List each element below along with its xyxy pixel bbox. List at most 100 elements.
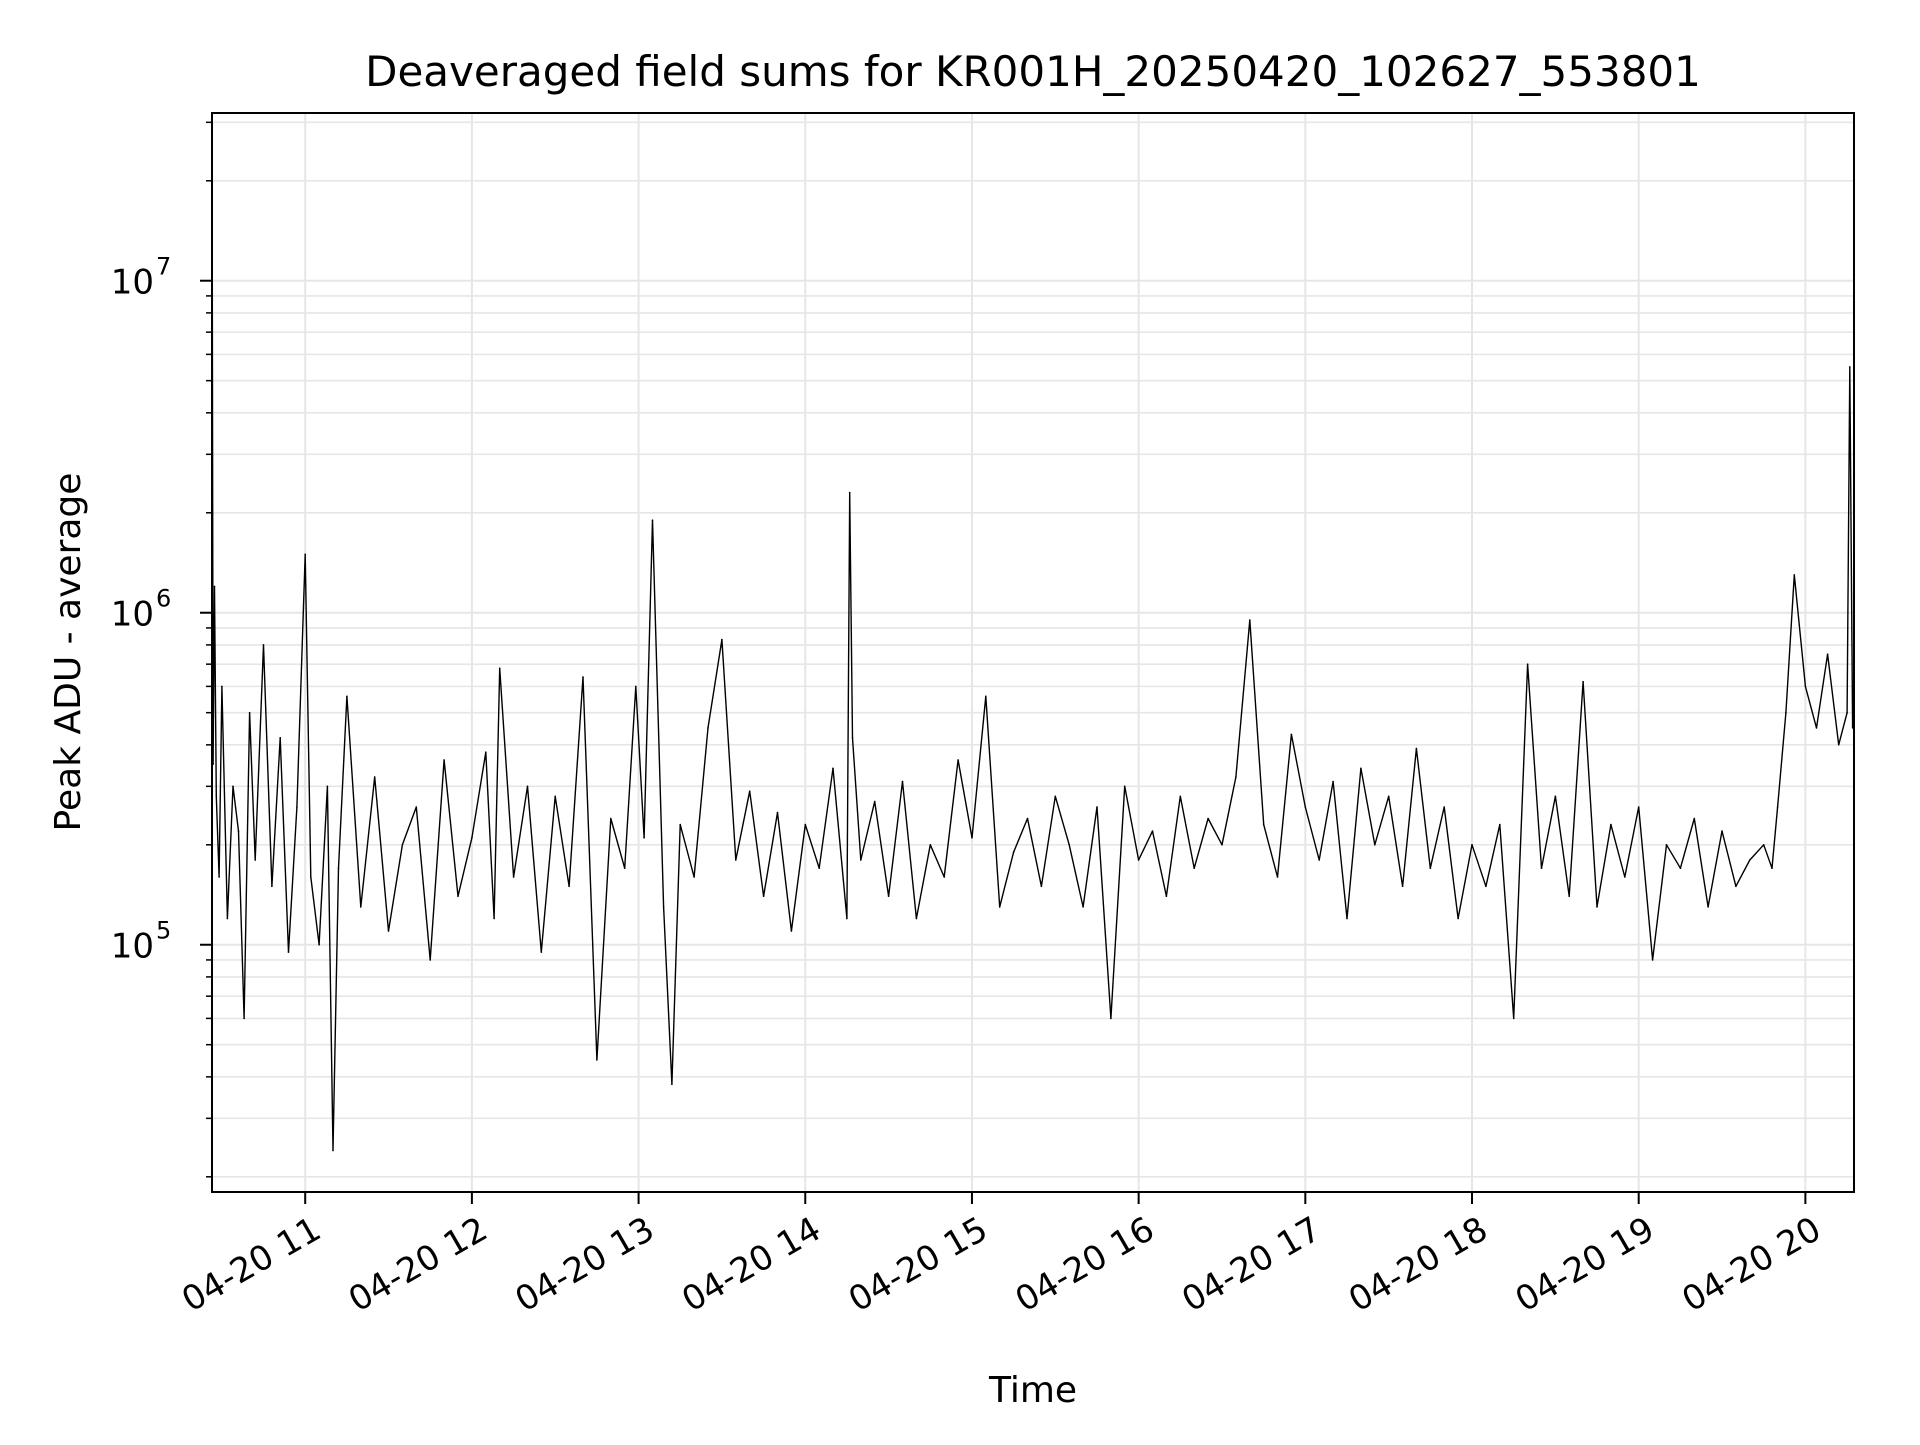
data-point: [1387, 795, 1390, 798]
data-point: [790, 930, 793, 932]
data-point: [1771, 867, 1773, 869]
data-point: [457, 895, 459, 897]
data-point: [213, 585, 216, 588]
data-point: [373, 776, 376, 778]
data-point: [915, 917, 918, 920]
data-point: [748, 790, 751, 792]
data-point: [1471, 844, 1473, 846]
data-point: [693, 876, 695, 878]
data-point: [1735, 885, 1737, 888]
data-point: [1221, 844, 1223, 846]
data-point: [1193, 867, 1195, 869]
data-point: [254, 859, 256, 861]
data-point: [957, 759, 959, 761]
data-point: [296, 806, 298, 808]
y-tick-label: 10 6: [111, 585, 172, 635]
data-point: [818, 867, 820, 869]
data-point: [1318, 859, 1320, 861]
data-point: [1276, 876, 1279, 878]
data-point: [218, 876, 220, 878]
y-tick-base: 10: [111, 595, 154, 635]
y-tick-exponent: 7: [156, 253, 171, 281]
data-point: [929, 844, 932, 846]
data-point: [860, 859, 862, 861]
data-point: [1123, 785, 1126, 788]
data-point: [1304, 806, 1307, 808]
data-point: [1110, 1017, 1112, 1020]
data-point: [1568, 895, 1570, 897]
data-point: [471, 837, 473, 839]
data-point: [1165, 895, 1168, 897]
data-point: [1012, 851, 1015, 853]
data-point: [1624, 876, 1626, 878]
data-point: [1485, 885, 1487, 888]
data-point: [221, 685, 223, 688]
data-point: [662, 906, 665, 908]
data-point: [243, 1017, 245, 1020]
data-point: [998, 906, 1001, 908]
y-tick-exponent: 6: [156, 585, 171, 613]
y-tick-exponent: 5: [156, 917, 171, 945]
data-point: [1651, 959, 1654, 961]
data-point: [943, 876, 945, 878]
data-point: [1582, 680, 1584, 683]
series-line-layer: [211, 159, 1854, 1152]
data-point: [387, 930, 390, 932]
data-point: [887, 895, 890, 897]
data-point: [237, 830, 240, 832]
data-point: [1137, 859, 1140, 861]
data-point: [1776, 806, 1779, 808]
data-point: [721, 638, 723, 641]
data-point: [1401, 885, 1404, 888]
data-point: [568, 885, 570, 888]
data-point: [1249, 619, 1251, 621]
data-point: [215, 795, 218, 798]
data-point: [1846, 711, 1848, 714]
data-point: [1443, 806, 1445, 808]
data-point: [1235, 776, 1237, 778]
data-point: [493, 917, 495, 920]
data-point: [635, 685, 637, 688]
data-point: [851, 737, 854, 739]
data-point: [226, 917, 229, 920]
data-point: [262, 644, 265, 646]
data-point: [1068, 844, 1070, 846]
data-point: [1207, 817, 1209, 820]
data-point: [971, 837, 973, 839]
data-point: [1851, 727, 1854, 729]
data-point: [846, 917, 848, 920]
data-point: [1793, 574, 1796, 576]
data-point: [1749, 859, 1751, 861]
y-tick-label: 10 5: [111, 917, 172, 967]
data-point: [671, 1083, 673, 1086]
data-point: [1526, 663, 1529, 665]
data-point: [415, 806, 418, 808]
chart-title: Deaveraged field sums for KR001H_2025042…: [365, 47, 1701, 96]
data-point: [540, 951, 543, 953]
data-point: [1826, 653, 1829, 655]
data-point: [1554, 795, 1557, 798]
x-axis-label: Time: [988, 1370, 1077, 1411]
data-point: [848, 491, 851, 494]
data-point: [498, 667, 501, 670]
data-point: [429, 959, 432, 961]
data-point: [1637, 806, 1640, 808]
data-point: [679, 823, 681, 826]
data-point: [1785, 711, 1787, 714]
data-point: [485, 751, 487, 753]
data-point: [1457, 917, 1459, 920]
data-point: [1762, 844, 1765, 846]
data-point: [1693, 817, 1696, 820]
data-point: [554, 795, 556, 798]
data-point: [1346, 917, 1348, 920]
data-point: [1707, 906, 1709, 908]
data-point: [337, 867, 340, 869]
data-point: [643, 837, 645, 839]
data-point: [1540, 867, 1543, 869]
data-point: [346, 695, 348, 698]
data-point: [707, 727, 709, 729]
data-point: [318, 943, 320, 946]
data-point: [443, 759, 445, 761]
